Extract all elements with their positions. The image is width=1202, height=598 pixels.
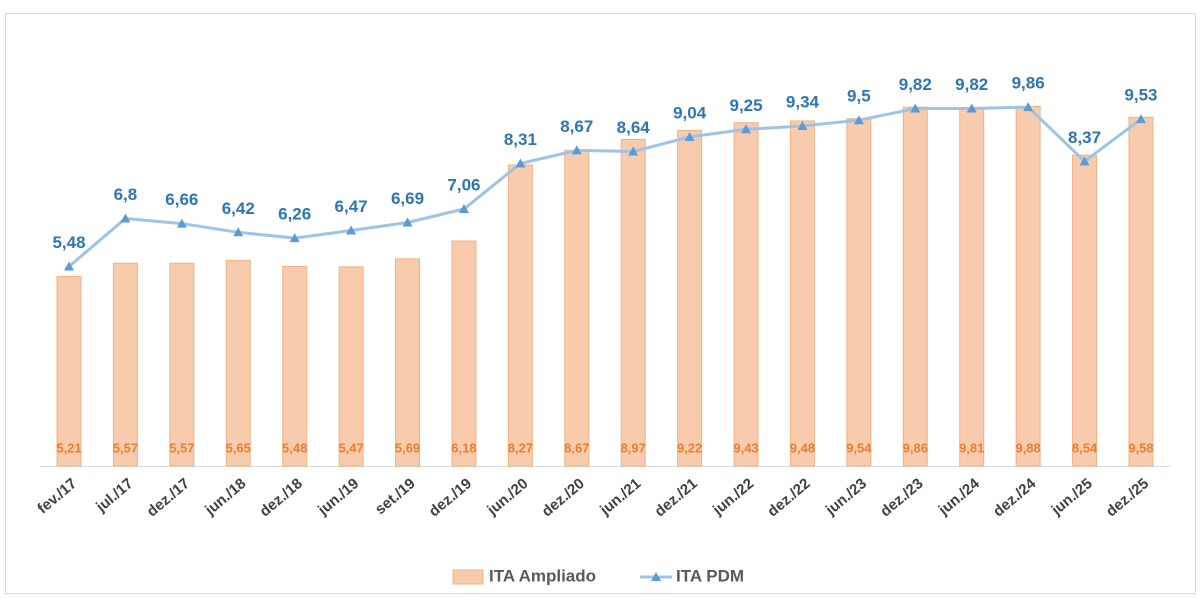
bar-value-label: 8,27 <box>508 440 533 455</box>
line-marker <box>515 158 526 168</box>
bar-value-label: 8,67 <box>564 440 589 455</box>
line-marker <box>1135 114 1146 124</box>
line-marker <box>458 204 469 214</box>
line-marker <box>797 121 808 131</box>
line-value-label: 9,5 <box>847 87 871 106</box>
bar <box>902 106 928 467</box>
line-marker <box>628 146 639 156</box>
bar <box>564 149 590 467</box>
bar <box>225 259 251 467</box>
bar-value-label: 9,58 <box>1128 440 1153 455</box>
line-value-label: 9,25 <box>729 96 762 115</box>
line-value-label: 9,86 <box>1012 74 1045 93</box>
bar <box>169 262 195 467</box>
line-value-label: 8,67 <box>560 117 593 136</box>
bar-value-label: 5,69 <box>395 440 420 455</box>
bar-value-label: 5,48 <box>282 440 307 455</box>
line-marker <box>64 261 74 271</box>
bar <box>56 275 82 467</box>
bar-value-label: 5,21 <box>56 440 81 455</box>
line-marker <box>1079 156 1090 166</box>
bar-value-label: 9,81 <box>959 440 984 455</box>
bar-value-label: 9,88 <box>1015 440 1040 455</box>
line-value-label: 9,34 <box>786 93 820 112</box>
bar-value-label: 9,43 <box>733 440 758 455</box>
line-marker <box>402 217 413 227</box>
bar-value-label: 5,65 <box>226 440 251 455</box>
bar-value-label: 5,47 <box>338 440 363 455</box>
bar <box>112 262 138 467</box>
bar <box>789 120 815 467</box>
line-value-label: 6,69 <box>391 189 424 208</box>
bar-value-label: 6,18 <box>451 440 476 455</box>
line-marker <box>853 115 864 125</box>
bar <box>282 266 308 467</box>
bar <box>959 108 985 467</box>
line-marker <box>910 103 921 113</box>
line-marker <box>120 213 131 223</box>
line-value-label: 8,64 <box>617 118 651 137</box>
bar <box>677 129 703 467</box>
line-value-label: 6,42 <box>222 199 255 218</box>
line-marker <box>741 124 752 134</box>
bar <box>395 258 421 467</box>
legend-marker <box>651 572 662 581</box>
bar <box>338 266 364 467</box>
line-value-label: 6,8 <box>114 185 138 204</box>
bar <box>1128 116 1154 467</box>
bar <box>451 240 477 467</box>
line-value-label: 5,48 <box>52 233 85 252</box>
line-value-label: 9,82 <box>955 75 988 94</box>
line-marker <box>571 145 582 155</box>
bar-value-label: 8,54 <box>1072 440 1098 455</box>
bar-value-label: 9,48 <box>790 440 815 455</box>
bar <box>846 118 872 467</box>
bar-value-label: 9,86 <box>903 440 928 455</box>
line-value-label: 9,04 <box>673 103 707 122</box>
bar <box>507 164 533 467</box>
bar-value-label: 5,57 <box>113 440 138 455</box>
chart-border <box>5 13 1196 594</box>
line-marker <box>684 131 695 141</box>
line-marker <box>176 218 187 228</box>
bar <box>733 122 759 467</box>
bar-value-label: 5,57 <box>169 440 194 455</box>
line-marker <box>346 225 357 235</box>
line-marker <box>233 227 244 237</box>
line-value-label: 8,31 <box>504 130 537 149</box>
line-value-label: 6,47 <box>335 197 368 216</box>
bar <box>1015 105 1041 467</box>
bar <box>1072 154 1098 467</box>
bar-value-label: 9,22 <box>677 440 702 455</box>
line-value-label: 8,37 <box>1068 128 1101 147</box>
bar-value-label: 9,54 <box>846 440 872 455</box>
line-value-label: 9,53 <box>1124 86 1157 105</box>
legend-swatch <box>452 569 484 585</box>
bar-value-label: 8,97 <box>621 440 646 455</box>
legend-label: ITA PDM <box>676 566 744 585</box>
line <box>68 105 1142 268</box>
line-marker <box>289 233 300 243</box>
line-value-label: 6,26 <box>278 205 311 224</box>
bar <box>620 138 646 467</box>
line-marker <box>966 103 977 113</box>
line-marker <box>1023 102 1034 112</box>
line-value-label: 6,66 <box>165 190 198 209</box>
line-value-label: 9,82 <box>899 75 932 94</box>
line-value-label: 7,06 <box>447 176 480 195</box>
legend-label: ITA Ampliado <box>489 566 596 585</box>
